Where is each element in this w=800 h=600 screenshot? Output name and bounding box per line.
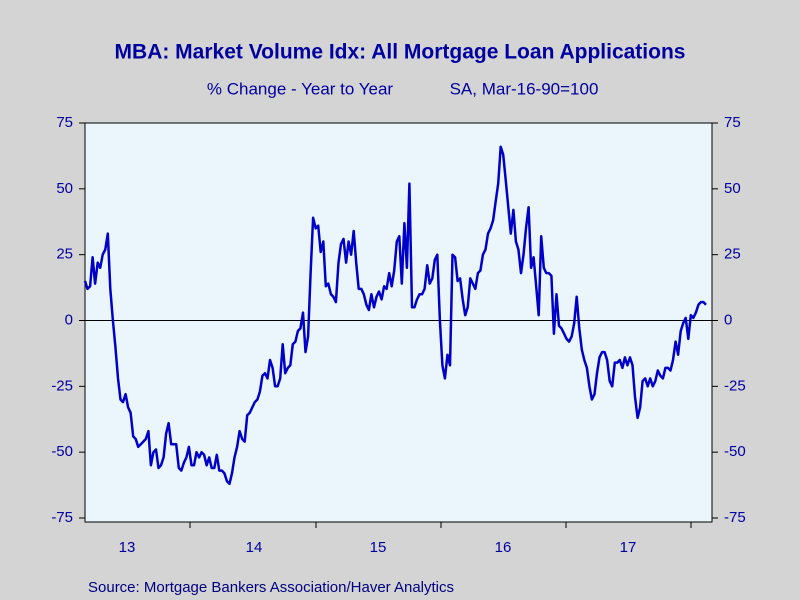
y-tick-label: -50 <box>51 443 73 460</box>
y2-tick-label: -50 <box>724 443 746 460</box>
x-tick-label: 17 <box>620 539 637 556</box>
data-line <box>83 145 707 486</box>
x-tick-label: 15 <box>370 539 387 556</box>
y2-tick-label: -75 <box>724 509 746 526</box>
chart-subtitle: % Change - Year to Year <box>207 79 394 98</box>
x-tick-label: 16 <box>495 539 512 556</box>
source-note: Source: Mortgage Bankers Association/Hav… <box>88 579 454 596</box>
y2-tick-label: -25 <box>724 377 746 394</box>
y-tick-label: 75 <box>56 114 73 131</box>
y-tick-label: 50 <box>56 180 73 197</box>
x-tick-label: 14 <box>246 539 263 556</box>
y2-tick-label: 75 <box>724 114 741 131</box>
y2-tick-label: 25 <box>724 246 741 263</box>
x-tick-label: 13 <box>119 539 136 556</box>
y-tick-label: -25 <box>51 377 73 394</box>
chart-title: MBA: Market Volume Idx: All Mortgage Loa… <box>115 41 686 64</box>
y2-tick-label: 50 <box>724 180 741 197</box>
y-tick-label: -75 <box>51 509 73 526</box>
y-tick-label: 0 <box>65 311 73 328</box>
chart-subtitle: SA, Mar-16-90=100 <box>450 79 599 98</box>
y2-tick-label: 0 <box>724 311 732 328</box>
y-tick-label: 25 <box>56 246 73 263</box>
